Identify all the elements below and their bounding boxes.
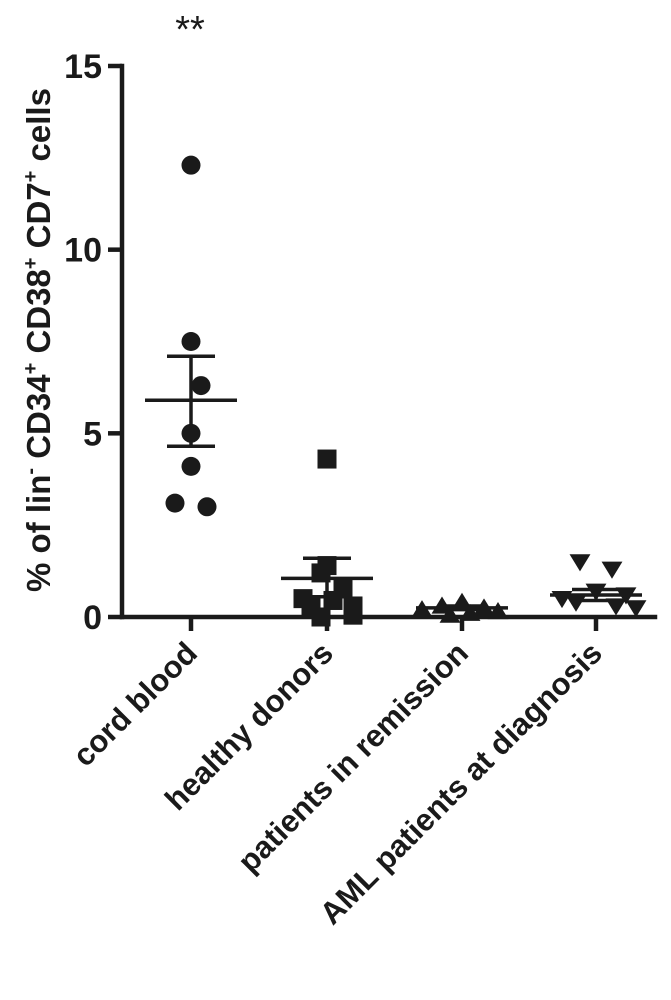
y-tick-label: 0 bbox=[83, 599, 102, 637]
ylabel-part-1: % of lin bbox=[20, 475, 57, 592]
data-point bbox=[181, 456, 201, 476]
ylabel-part-4: CD7 bbox=[20, 182, 57, 257]
y-axis-label: % of lin- CD34+ CD38+ CD7+ cells bbox=[20, 88, 57, 592]
x-tick-label: cord blood bbox=[66, 635, 204, 773]
data-point bbox=[181, 155, 201, 175]
data-point bbox=[181, 332, 201, 351]
x-tick-label: AML patients at diagnosis bbox=[313, 635, 609, 931]
data-point bbox=[459, 603, 481, 621]
y-tick-label: 10 bbox=[64, 232, 102, 270]
data-point bbox=[311, 607, 331, 627]
mean-sem-bars bbox=[145, 354, 642, 612]
data-points bbox=[165, 155, 647, 627]
data-point bbox=[569, 554, 591, 572]
data-point bbox=[601, 561, 623, 579]
data-point bbox=[565, 594, 587, 612]
data-point bbox=[191, 376, 211, 396]
data-point bbox=[197, 497, 217, 517]
ylabel-part-3: CD38 bbox=[20, 269, 57, 363]
ylabel-sup-2: + bbox=[20, 363, 42, 375]
data-point bbox=[605, 598, 627, 616]
significance-annotation: ** bbox=[175, 9, 205, 51]
ylabel-sup-3: + bbox=[20, 257, 42, 269]
axes bbox=[119, 63, 658, 620]
data-point bbox=[439, 605, 461, 623]
x-tick-label: patients in remission bbox=[231, 635, 475, 879]
y-tick-label: 15 bbox=[64, 48, 102, 86]
ylabel-part-2: CD34 bbox=[20, 374, 57, 468]
y-tick-label: 5 bbox=[83, 415, 102, 453]
ylabel-part-5: cells bbox=[20, 88, 57, 171]
data-point bbox=[165, 493, 185, 513]
data-point bbox=[487, 601, 509, 620]
ylabel-sup-4: + bbox=[20, 171, 42, 183]
ylabel-sup-1: - bbox=[20, 468, 42, 475]
data-point bbox=[343, 605, 363, 625]
y-ticks: 0 5 10 15 bbox=[64, 48, 122, 637]
data-point bbox=[317, 449, 337, 469]
data-point bbox=[625, 600, 647, 618]
